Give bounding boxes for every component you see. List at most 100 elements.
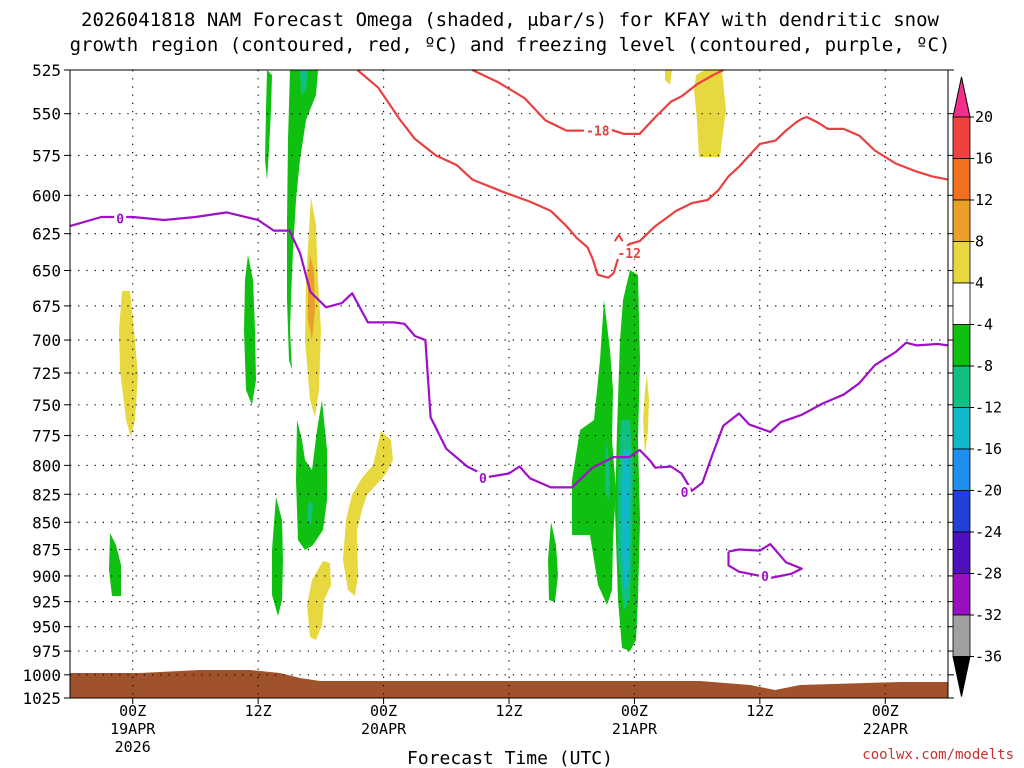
y-tick-label: 600 <box>32 186 61 205</box>
colorbar-tick-label: -20 <box>975 482 1002 500</box>
y-tick-label: 775 <box>32 427 61 446</box>
colorbar-swatch <box>952 158 971 201</box>
omega-cyan-region <box>621 450 630 590</box>
y-tick-label: 850 <box>32 513 61 532</box>
colorbar-swatch <box>952 490 971 533</box>
colorbar-tick-label: 20 <box>975 108 993 126</box>
colorbar-swatch <box>952 199 971 242</box>
contour-label: 0 <box>681 486 689 501</box>
colorbar-swatch <box>952 407 971 450</box>
y-tick-label: 725 <box>32 364 61 383</box>
omega-green-region <box>244 255 256 405</box>
contour-label: -12 <box>617 247 640 262</box>
colorbar-swatch <box>952 282 971 325</box>
y-tick-label: 975 <box>32 642 61 661</box>
y-tick-label: 675 <box>32 297 61 316</box>
colorbar-tick-label: 4 <box>975 274 984 292</box>
colorbar-tick-label: 12 <box>975 191 993 209</box>
x-tick-date: 22APR <box>863 720 909 738</box>
colorbar-tick-label: 16 <box>975 150 993 168</box>
y-tick-label: 825 <box>32 485 61 504</box>
colorbar-tick-label: -28 <box>975 565 1002 583</box>
contours-layer <box>69 69 949 580</box>
contour-label-bg <box>114 211 127 225</box>
contour-label-bg <box>583 123 612 137</box>
omega-teal-region <box>605 440 610 500</box>
colorbar-swatch <box>952 531 971 574</box>
y-tick-label: 750 <box>32 396 61 415</box>
contour-label-bg <box>476 471 489 485</box>
colorbar-tick-label: -4 <box>975 316 993 334</box>
freezing-level-loop-contour <box>727 543 803 580</box>
y-tick-label: 525 <box>32 61 61 80</box>
y-tick-label: 575 <box>32 146 61 165</box>
x-tick-label: 12Z <box>746 702 773 720</box>
y-tick-label: 650 <box>32 261 61 280</box>
colorbar-swatch <box>952 614 971 657</box>
omega-shading-layer <box>70 70 948 698</box>
colorbar-swatch <box>952 448 971 491</box>
y-tick-label: 625 <box>32 225 61 244</box>
colorbar-bottom-arrow <box>952 656 971 697</box>
colorbar-swatch <box>952 324 971 367</box>
colorbar: 20 16 12 8 4 -4 -8 -12 -16 -20 -24 -28 -32 -36 <box>952 76 1002 697</box>
y-tick-label: 900 <box>32 567 61 586</box>
credit-text: coolwx.com/modelts <box>862 747 1014 763</box>
omega-yellow-region <box>643 375 649 455</box>
omega-green-region <box>265 70 272 180</box>
x-tick-date: 19APR <box>110 720 156 738</box>
x-tick-label: 12Z <box>495 702 522 720</box>
omega-teal-region <box>300 70 308 95</box>
colorbar-tick-label: -8 <box>975 357 993 375</box>
colorbar-swatch <box>952 365 971 408</box>
x-axis-label: Forecast Time (UTC) <box>407 748 613 768</box>
y-axis: 525 550 575 600 625 650 675 700 725 750 775 800 825 8… <box>22 61 954 708</box>
chart-title-line2: growth region (contoured, red, ºC) and f… <box>70 34 951 56</box>
colorbar-tick-label: -36 <box>975 648 1002 666</box>
contour-label: 0 <box>761 570 769 585</box>
y-tick-label: 1025 <box>22 689 61 708</box>
x-tick-date: 20APR <box>361 720 407 738</box>
dgz-contour-minus18 <box>471 69 724 135</box>
dgz-contour-tip <box>613 233 624 242</box>
omega-teal-region <box>307 500 313 525</box>
x-tick-date: 21APR <box>612 720 658 738</box>
colorbar-tick-label: 8 <box>975 233 984 251</box>
colorbar-tick-label: -16 <box>975 440 1002 458</box>
contour-label-bg <box>615 245 644 259</box>
x-tick-label: 00Z <box>621 702 648 720</box>
y-tick-label: 950 <box>32 618 61 637</box>
y-tick-label: 800 <box>32 456 61 475</box>
x-tick-label: 00Z <box>370 702 397 720</box>
omega-yellow-region <box>665 70 672 85</box>
colorbar-swatch <box>952 241 971 284</box>
x-tick-label: 00Z <box>119 702 146 720</box>
grid-lines <box>70 70 948 698</box>
y-tick-label: 550 <box>32 105 61 124</box>
omega-yellow-region <box>307 561 331 640</box>
omega-yellow-region <box>119 291 138 437</box>
y-tick-label: 700 <box>32 331 61 350</box>
y-tick-label: 875 <box>32 540 61 559</box>
chart-title-line1: 2026041818 NAM Forecast Omega (shaded, μ… <box>81 9 939 31</box>
omega-orange-region <box>308 255 315 340</box>
omega-green-region <box>548 522 558 602</box>
freezing-level-contour <box>69 211 949 492</box>
omega-green-region <box>287 70 318 370</box>
x-tick-year: 2026 <box>115 738 151 756</box>
y-tick-label: 1000 <box>22 666 61 685</box>
colorbar-swatch <box>952 573 971 616</box>
dgz-contour-minus12 <box>356 69 949 279</box>
omega-green-region <box>272 497 283 616</box>
y-tick-label: 925 <box>32 593 61 612</box>
colorbar-tick-label: -32 <box>975 606 1002 624</box>
contour-labels-layer: 0 0 0 0 -18 -12 <box>114 123 772 585</box>
x-tick-label: 12Z <box>245 702 272 720</box>
colorbar-top-arrow <box>952 76 971 118</box>
terrain-fill <box>70 670 948 698</box>
contour-label: 0 <box>479 472 487 487</box>
colorbar-tick-label: -12 <box>975 399 1002 417</box>
contour-label-bg <box>759 568 772 582</box>
